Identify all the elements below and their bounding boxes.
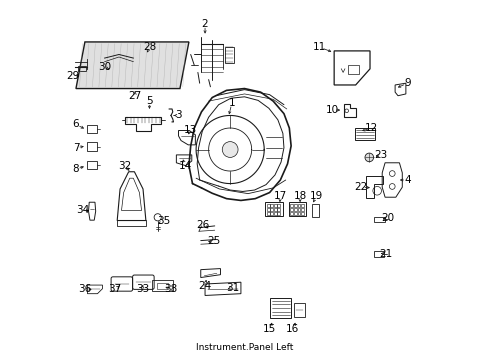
Bar <box>266 204 269 207</box>
Bar <box>273 212 276 215</box>
Bar <box>273 204 276 207</box>
Circle shape <box>222 141 238 157</box>
Bar <box>270 208 273 211</box>
Text: 8: 8 <box>73 164 79 174</box>
Bar <box>354 128 374 140</box>
Bar <box>266 212 269 215</box>
Bar <box>157 283 168 289</box>
Bar <box>87 142 97 151</box>
Bar <box>293 208 296 211</box>
Bar <box>288 202 305 216</box>
Bar <box>301 212 304 215</box>
Bar <box>297 204 300 207</box>
Bar <box>87 125 97 134</box>
Text: 23: 23 <box>373 150 386 160</box>
Text: 2: 2 <box>202 19 208 29</box>
Bar <box>266 208 269 211</box>
Text: 18: 18 <box>293 191 306 201</box>
Bar <box>87 161 97 169</box>
Text: 31: 31 <box>226 283 239 293</box>
Bar <box>297 208 300 211</box>
Bar <box>117 220 145 226</box>
Bar <box>373 251 384 257</box>
Text: 28: 28 <box>142 42 156 52</box>
Text: 32: 32 <box>118 161 131 171</box>
Bar <box>277 212 280 215</box>
Bar <box>290 212 293 215</box>
Bar <box>265 202 282 216</box>
Text: 27: 27 <box>128 91 142 101</box>
Text: 26: 26 <box>196 220 209 230</box>
Text: 11: 11 <box>312 42 326 52</box>
Bar <box>152 280 173 291</box>
Bar <box>301 208 304 211</box>
Text: 37: 37 <box>108 284 121 294</box>
Bar <box>224 47 233 63</box>
Text: 10: 10 <box>325 105 338 115</box>
Bar <box>311 204 319 217</box>
Bar <box>301 204 304 207</box>
Bar <box>293 212 296 215</box>
Text: 1: 1 <box>228 98 235 108</box>
Text: 29: 29 <box>66 71 80 81</box>
Text: 25: 25 <box>207 236 220 246</box>
Bar <box>297 212 300 215</box>
Text: 34: 34 <box>76 206 90 216</box>
Text: 20: 20 <box>381 213 394 222</box>
Text: 30: 30 <box>98 62 111 72</box>
Text: 17: 17 <box>273 191 286 201</box>
Text: 15: 15 <box>263 324 276 334</box>
Text: 22: 22 <box>354 182 367 192</box>
Bar <box>273 208 276 211</box>
Text: 4: 4 <box>404 175 410 185</box>
Text: 9: 9 <box>404 78 410 88</box>
Text: 3: 3 <box>175 111 181 121</box>
Text: 5: 5 <box>146 96 152 106</box>
Bar <box>373 217 384 222</box>
Text: 14: 14 <box>178 161 192 171</box>
Text: 36: 36 <box>78 284 91 294</box>
Bar <box>348 65 359 74</box>
Bar <box>277 208 280 211</box>
Text: 12: 12 <box>365 123 378 133</box>
Text: Instrument.Panel Left: Instrument.Panel Left <box>195 343 293 352</box>
Bar <box>270 204 273 207</box>
Circle shape <box>364 153 373 162</box>
Bar <box>293 204 296 207</box>
Bar <box>290 204 293 207</box>
Text: 38: 38 <box>164 284 177 294</box>
Text: 35: 35 <box>157 216 170 226</box>
Text: 21: 21 <box>379 248 392 258</box>
Text: 24: 24 <box>198 281 211 291</box>
Text: 13: 13 <box>183 125 197 135</box>
Text: 19: 19 <box>309 191 322 201</box>
Bar <box>293 303 304 317</box>
Text: 6: 6 <box>73 120 79 129</box>
Text: 33: 33 <box>135 284 149 294</box>
Text: 7: 7 <box>73 143 79 153</box>
Bar <box>270 298 290 318</box>
Bar <box>270 212 273 215</box>
Polygon shape <box>76 42 188 89</box>
Bar <box>290 208 293 211</box>
Text: 16: 16 <box>285 324 299 334</box>
Bar <box>277 204 280 207</box>
